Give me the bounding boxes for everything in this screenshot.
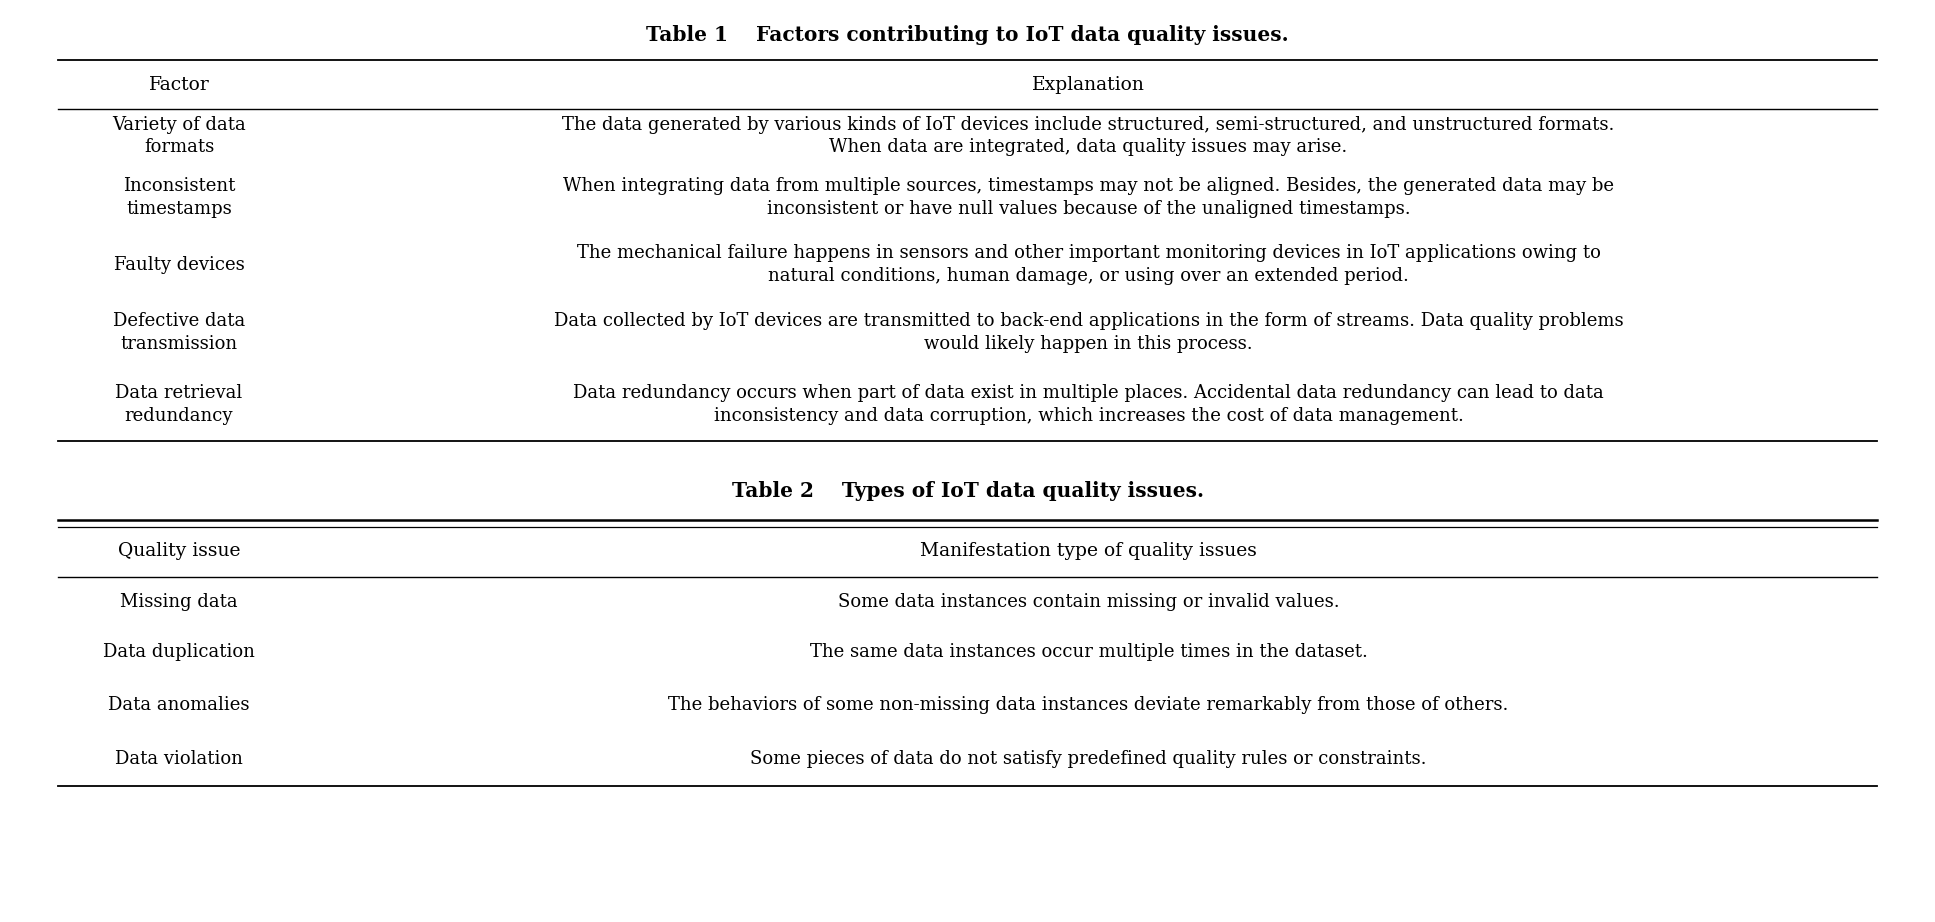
Text: Defective data
transmission: Defective data transmission xyxy=(112,313,246,353)
Text: Data anomalies: Data anomalies xyxy=(108,696,250,715)
Text: Variety of data
formats: Variety of data formats xyxy=(112,115,246,157)
Text: Data collected by IoT devices are transmitted to back-end applications in the fo: Data collected by IoT devices are transm… xyxy=(553,313,1623,353)
Text: Some data instances contain missing or invalid values.: Some data instances contain missing or i… xyxy=(838,593,1339,611)
Text: Data retrieval
redundancy: Data retrieval redundancy xyxy=(116,384,242,425)
Text: Some pieces of data do not satisfy predefined quality rules or constraints.: Some pieces of data do not satisfy prede… xyxy=(751,751,1426,768)
Text: The data generated by various kinds of IoT devices include structured, semi-stru: The data generated by various kinds of I… xyxy=(563,115,1614,157)
Text: Data violation: Data violation xyxy=(114,751,244,768)
Text: Inconsistent
timestamps: Inconsistent timestamps xyxy=(122,177,236,219)
Text: Explanation: Explanation xyxy=(1031,76,1146,94)
Text: Table 2    Types of IoT data quality issues.: Table 2 Types of IoT data quality issues… xyxy=(731,480,1204,501)
Text: The mechanical failure happens in sensors and other important monitoring devices: The mechanical failure happens in sensor… xyxy=(577,244,1600,285)
Text: When integrating data from multiple sources, timestamps may not be aligned. Besi: When integrating data from multiple sour… xyxy=(563,177,1614,219)
Text: The same data instances occur multiple times in the dataset.: The same data instances occur multiple t… xyxy=(809,644,1368,661)
Text: Manifestation type of quality issues: Manifestation type of quality issues xyxy=(919,542,1258,561)
Text: Faulty devices: Faulty devices xyxy=(114,255,244,274)
Text: The behaviors of some non-missing data instances deviate remarkably from those o: The behaviors of some non-missing data i… xyxy=(668,696,1509,715)
Text: Data redundancy occurs when part of data exist in multiple places. Accidental da: Data redundancy occurs when part of data… xyxy=(573,384,1604,425)
Text: Table 1    Factors contributing to IoT data quality issues.: Table 1 Factors contributing to IoT data… xyxy=(646,25,1289,45)
Text: Data duplication: Data duplication xyxy=(103,644,255,661)
Text: Factor: Factor xyxy=(149,76,209,94)
Text: Quality issue: Quality issue xyxy=(118,542,240,561)
Text: Missing data: Missing data xyxy=(120,593,238,611)
